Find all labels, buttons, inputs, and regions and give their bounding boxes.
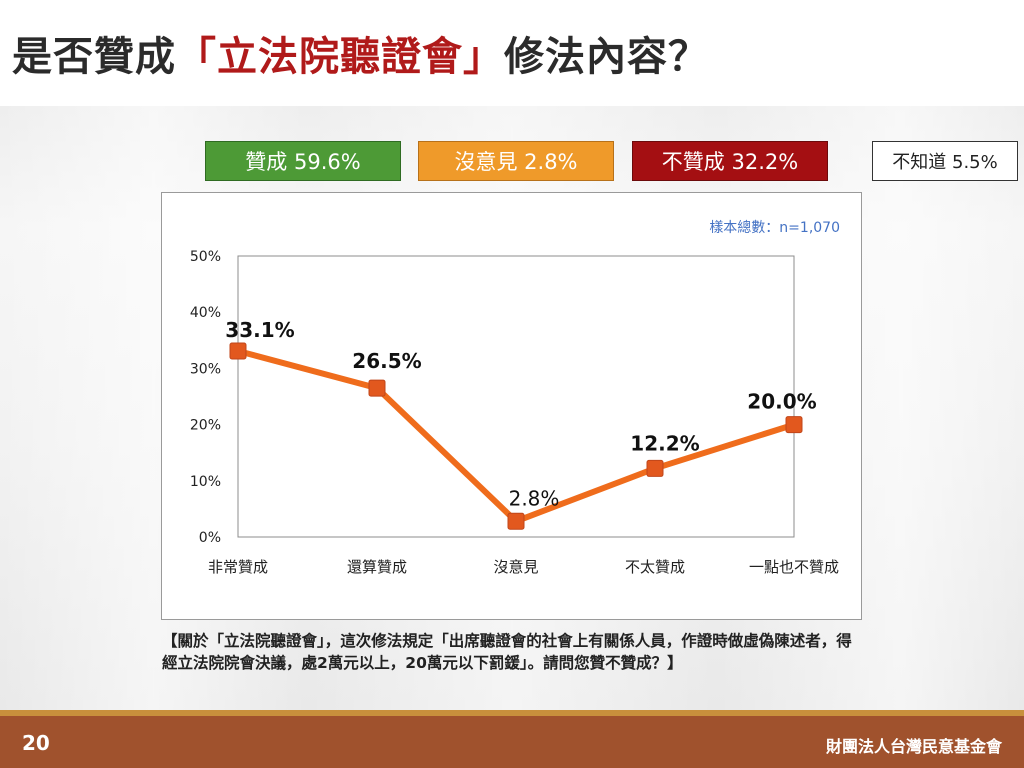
title-prefix: 是否贊成 <box>12 34 176 80</box>
y-tick-label: 10% <box>190 474 221 490</box>
question-text: 【關於「立法院聽證會」，這次修法規定「出席聽證會的社會上有關係人員，作證時做虛偽… <box>162 632 852 672</box>
summary-agree-box: 贊成 59.6% <box>205 141 401 181</box>
data-point-marker <box>507 512 525 530</box>
title-highlight: 「立法院聽證會」 <box>176 34 504 80</box>
footer-bar <box>0 710 1024 768</box>
y-tick-label: 40% <box>190 305 221 321</box>
data-point-marker <box>646 459 664 477</box>
organization-name: 財團法人台灣民意基金會 <box>825 737 1002 756</box>
summary-disagree-box: 不贊成 32.2% <box>632 141 828 181</box>
title-suffix: 修法內容？ <box>504 34 709 80</box>
chart-panel <box>161 192 862 620</box>
data-point-marker <box>368 379 386 397</box>
y-tick-label: 20% <box>190 418 221 434</box>
y-tick-label: 50% <box>190 249 221 265</box>
plot-area-frame <box>237 255 795 538</box>
data-label: 2.8% <box>509 486 560 510</box>
slide-title: 是否贊成「立法院聽證會」修法內容？ <box>12 24 709 82</box>
x-category-label: 不太贊成 <box>625 558 685 576</box>
summary-unknown-box: 不知道 5.5% <box>872 141 1018 181</box>
x-category-label: 沒意見 <box>493 558 538 576</box>
sample-size-note: 樣本總數：n=1,070 <box>709 219 840 236</box>
x-category-label: 非常贊成 <box>208 558 268 576</box>
summary-neutral-box: 沒意見 2.8% <box>418 141 614 181</box>
line-chart: 樣本總數：n=1,070 0% 10% 20% 30% 40% 50% 非常贊成 還算贊成 沒意見… <box>190 219 840 576</box>
data-label: 20.0% <box>747 390 816 414</box>
title-band <box>0 0 1024 106</box>
data-point-marker <box>785 416 803 434</box>
data-point-marker <box>229 342 247 360</box>
x-category-label: 還算贊成 <box>347 558 407 576</box>
y-tick-label: 30% <box>190 361 221 377</box>
x-category-label: 一點也不贊成 <box>749 558 839 576</box>
page-number: 20 <box>22 731 50 755</box>
y-tick-label: 0% <box>199 530 221 546</box>
data-label: 26.5% <box>352 349 421 373</box>
data-label: 12.2% <box>630 431 699 455</box>
data-label: 33.1% <box>225 318 294 342</box>
